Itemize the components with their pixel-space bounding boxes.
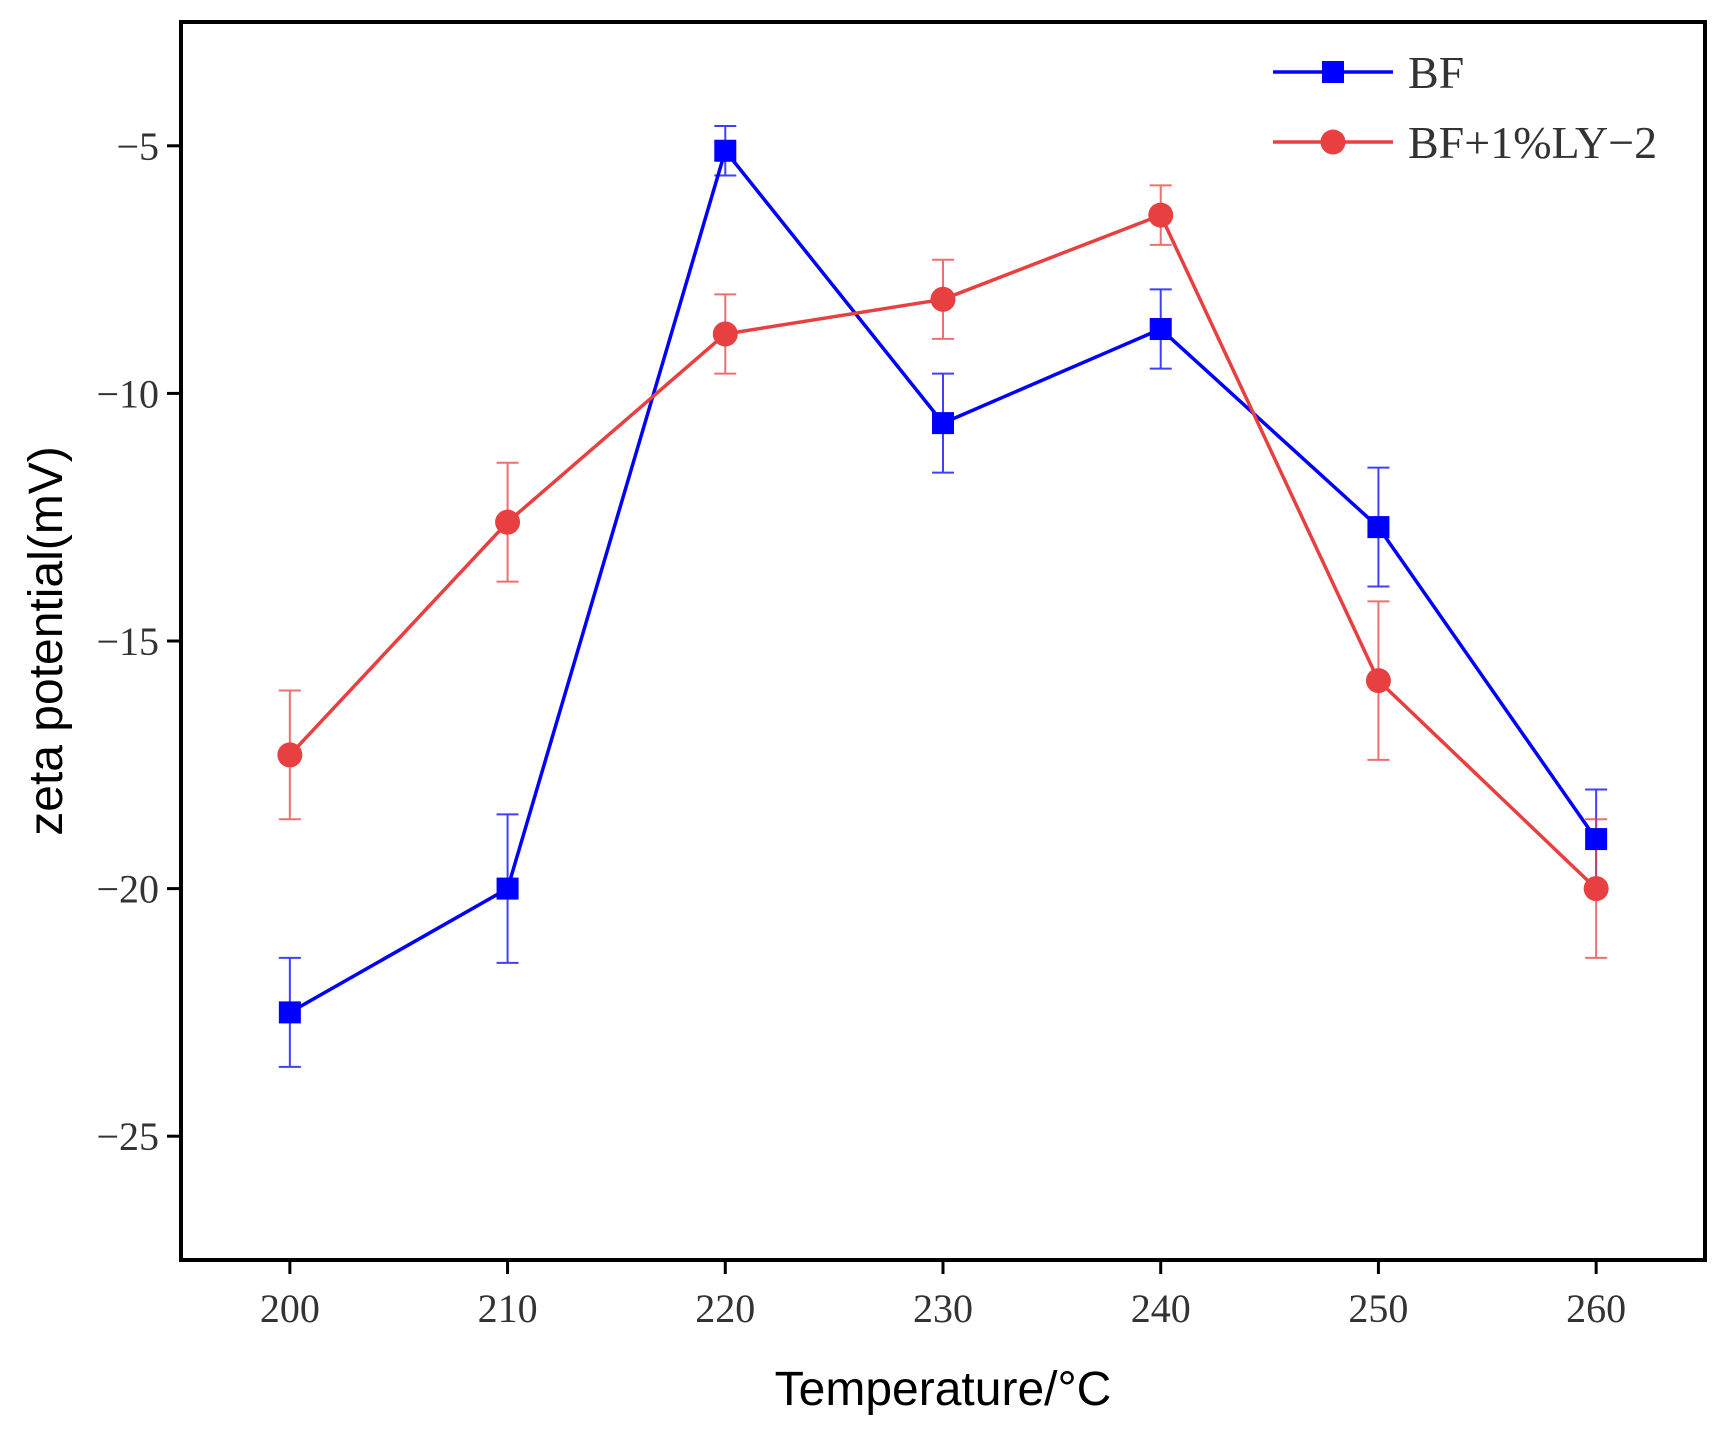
data-point-bf-ly2: [1583, 876, 1609, 902]
legend-label: BF+1%LY−2: [1408, 117, 1657, 168]
y-tick-label: −20: [96, 867, 159, 912]
data-point-bf-ly2: [495, 509, 521, 535]
data-point-bf: [1367, 516, 1390, 539]
data-point-bf: [496, 877, 519, 900]
data-point-bf-ly2: [277, 742, 303, 768]
legend-item-bf: BF: [1273, 47, 1464, 98]
data-point-bf-ly2: [930, 286, 956, 312]
y-axis: −5 −10 −15 −20 −25: [96, 124, 181, 1159]
x-tick-label: 220: [695, 1286, 755, 1331]
y-tick-label: −15: [96, 619, 159, 664]
data-point-bf: [1149, 318, 1172, 341]
plot-frame: [179, 20, 1707, 1262]
legend-marker: [1320, 129, 1346, 155]
data-point-bf: [278, 1001, 301, 1024]
legend-marker: [1322, 61, 1344, 83]
x-tick-label: 210: [478, 1286, 538, 1331]
data-point-bf-ly2: [1365, 668, 1391, 694]
data-point-bf-ly2: [712, 321, 738, 347]
legend: BF BF+1%LY−2: [1273, 47, 1657, 168]
legend-label: BF: [1408, 47, 1464, 98]
x-tick-label: 250: [1348, 1286, 1408, 1331]
y-axis-title: zeta potential(mV): [20, 446, 73, 836]
y-tick-label: −25: [96, 1114, 159, 1159]
data-point-bf-ly2: [1148, 202, 1174, 228]
x-axis-title: Temperature/°C: [775, 1363, 1112, 1416]
legend-item-bf-ly2: BF+1%LY−2: [1273, 117, 1657, 168]
x-tick-label: 260: [1566, 1286, 1626, 1331]
markers-layer: [277, 139, 1609, 1024]
data-point-bf: [714, 139, 737, 162]
data-point-bf: [1585, 828, 1608, 851]
y-tick-label: −5: [116, 124, 159, 169]
data-point-bf: [932, 412, 954, 435]
y-tick-label: −10: [96, 371, 159, 416]
x-axis: 200 210 220 230 240 250 260: [260, 1260, 1626, 1331]
x-tick-label: 240: [1131, 1286, 1191, 1331]
x-tick-label: 230: [913, 1286, 973, 1331]
x-tick-label: 200: [260, 1286, 320, 1331]
error-bars-layer: [278, 124, 1608, 1068]
